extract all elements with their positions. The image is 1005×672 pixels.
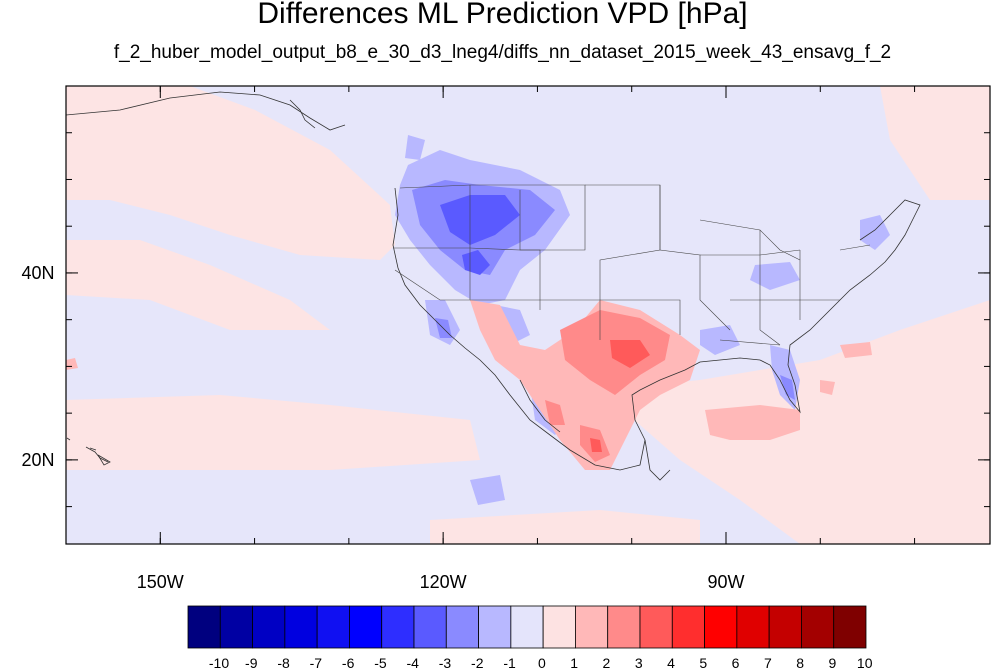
colorbar-swatch [768, 605, 802, 649]
colorbar-swatch [445, 605, 479, 649]
axis-tick-labels: 150W 120W 90W 40N 20N [21, 263, 744, 592]
colorbar-label: 1 [570, 655, 578, 671]
colorbar-label: 6 [732, 655, 740, 671]
colorbar-label: -5 [374, 655, 387, 671]
map-subtitle: f_2_huber_model_output_b8_e_30_d3_lneg4/… [113, 42, 892, 63]
colorbar-swatch [736, 605, 770, 649]
colorbar-label: 2 [603, 655, 611, 671]
colorbar-label: 3 [635, 655, 643, 671]
colorbar-swatch [510, 605, 544, 649]
colorbar-swatch [801, 605, 835, 649]
colorbar-swatch [704, 605, 738, 649]
colorbar-swatch [284, 605, 318, 649]
hawaii-islands [66, 437, 111, 466]
colorbar-swatch [575, 605, 609, 649]
colorbar-swatch [478, 605, 512, 649]
colorbar-swatch [219, 605, 253, 649]
map-frame [65, 85, 991, 545]
colorbar-swatch [639, 605, 673, 649]
colorbar-label: 0 [538, 655, 546, 671]
colorbar-swatch [316, 605, 350, 649]
colorbar-label: 5 [699, 655, 707, 671]
colorbar-swatch [252, 605, 286, 649]
lon-tick-label: 90W [707, 572, 744, 592]
colorbar-label: -2 [471, 655, 484, 671]
map-plot-area [66, 86, 990, 544]
light-positive-regions [66, 86, 990, 544]
colorbar-label: -4 [406, 655, 419, 671]
colorbar-swatch [833, 605, 867, 649]
axis-ticks [66, 85, 990, 544]
coastlines [66, 91, 921, 481]
colorbar-label: 8 [796, 655, 804, 671]
colorbar-label: 10 [857, 655, 873, 671]
colorbar-label: -7 [310, 655, 323, 671]
colorbar-label: -3 [439, 655, 452, 671]
colorbar-swatch [349, 605, 383, 649]
lat-tick-label: 40N [21, 263, 54, 283]
colorbar-label: 9 [829, 655, 837, 671]
colorbar-swatch [413, 605, 447, 649]
colorbar-labels: -10 -9 -8 -7 -6 -5 -4 -3 -2 -1 0 1 2 3 4 5 6 7 8 9 10 [209, 655, 873, 671]
colorbar-label: -9 [245, 655, 258, 671]
state-boundaries [393, 184, 871, 346]
colorbar-label: -8 [277, 655, 290, 671]
lon-tick-label: 150W [137, 572, 184, 592]
colorbar-label: -10 [209, 655, 229, 671]
colorbar-label: 4 [667, 655, 675, 671]
map-title: Differences ML Prediction VPD [hPa] [257, 0, 748, 30]
colorbar-label: 7 [764, 655, 772, 671]
colorbar-swatch [381, 605, 415, 649]
colorbar-swatch [607, 605, 641, 649]
colorbar-swatch [671, 605, 705, 649]
colorbar-label: -1 [503, 655, 516, 671]
colorbar-swatch [187, 605, 221, 649]
colorbar-label: -6 [342, 655, 355, 671]
positive-anomaly-regions [66, 300, 872, 470]
colorbar [187, 605, 867, 649]
lat-tick-label: 20N [21, 450, 54, 470]
lon-tick-label: 120W [420, 572, 467, 592]
colorbar-swatch [542, 605, 576, 649]
